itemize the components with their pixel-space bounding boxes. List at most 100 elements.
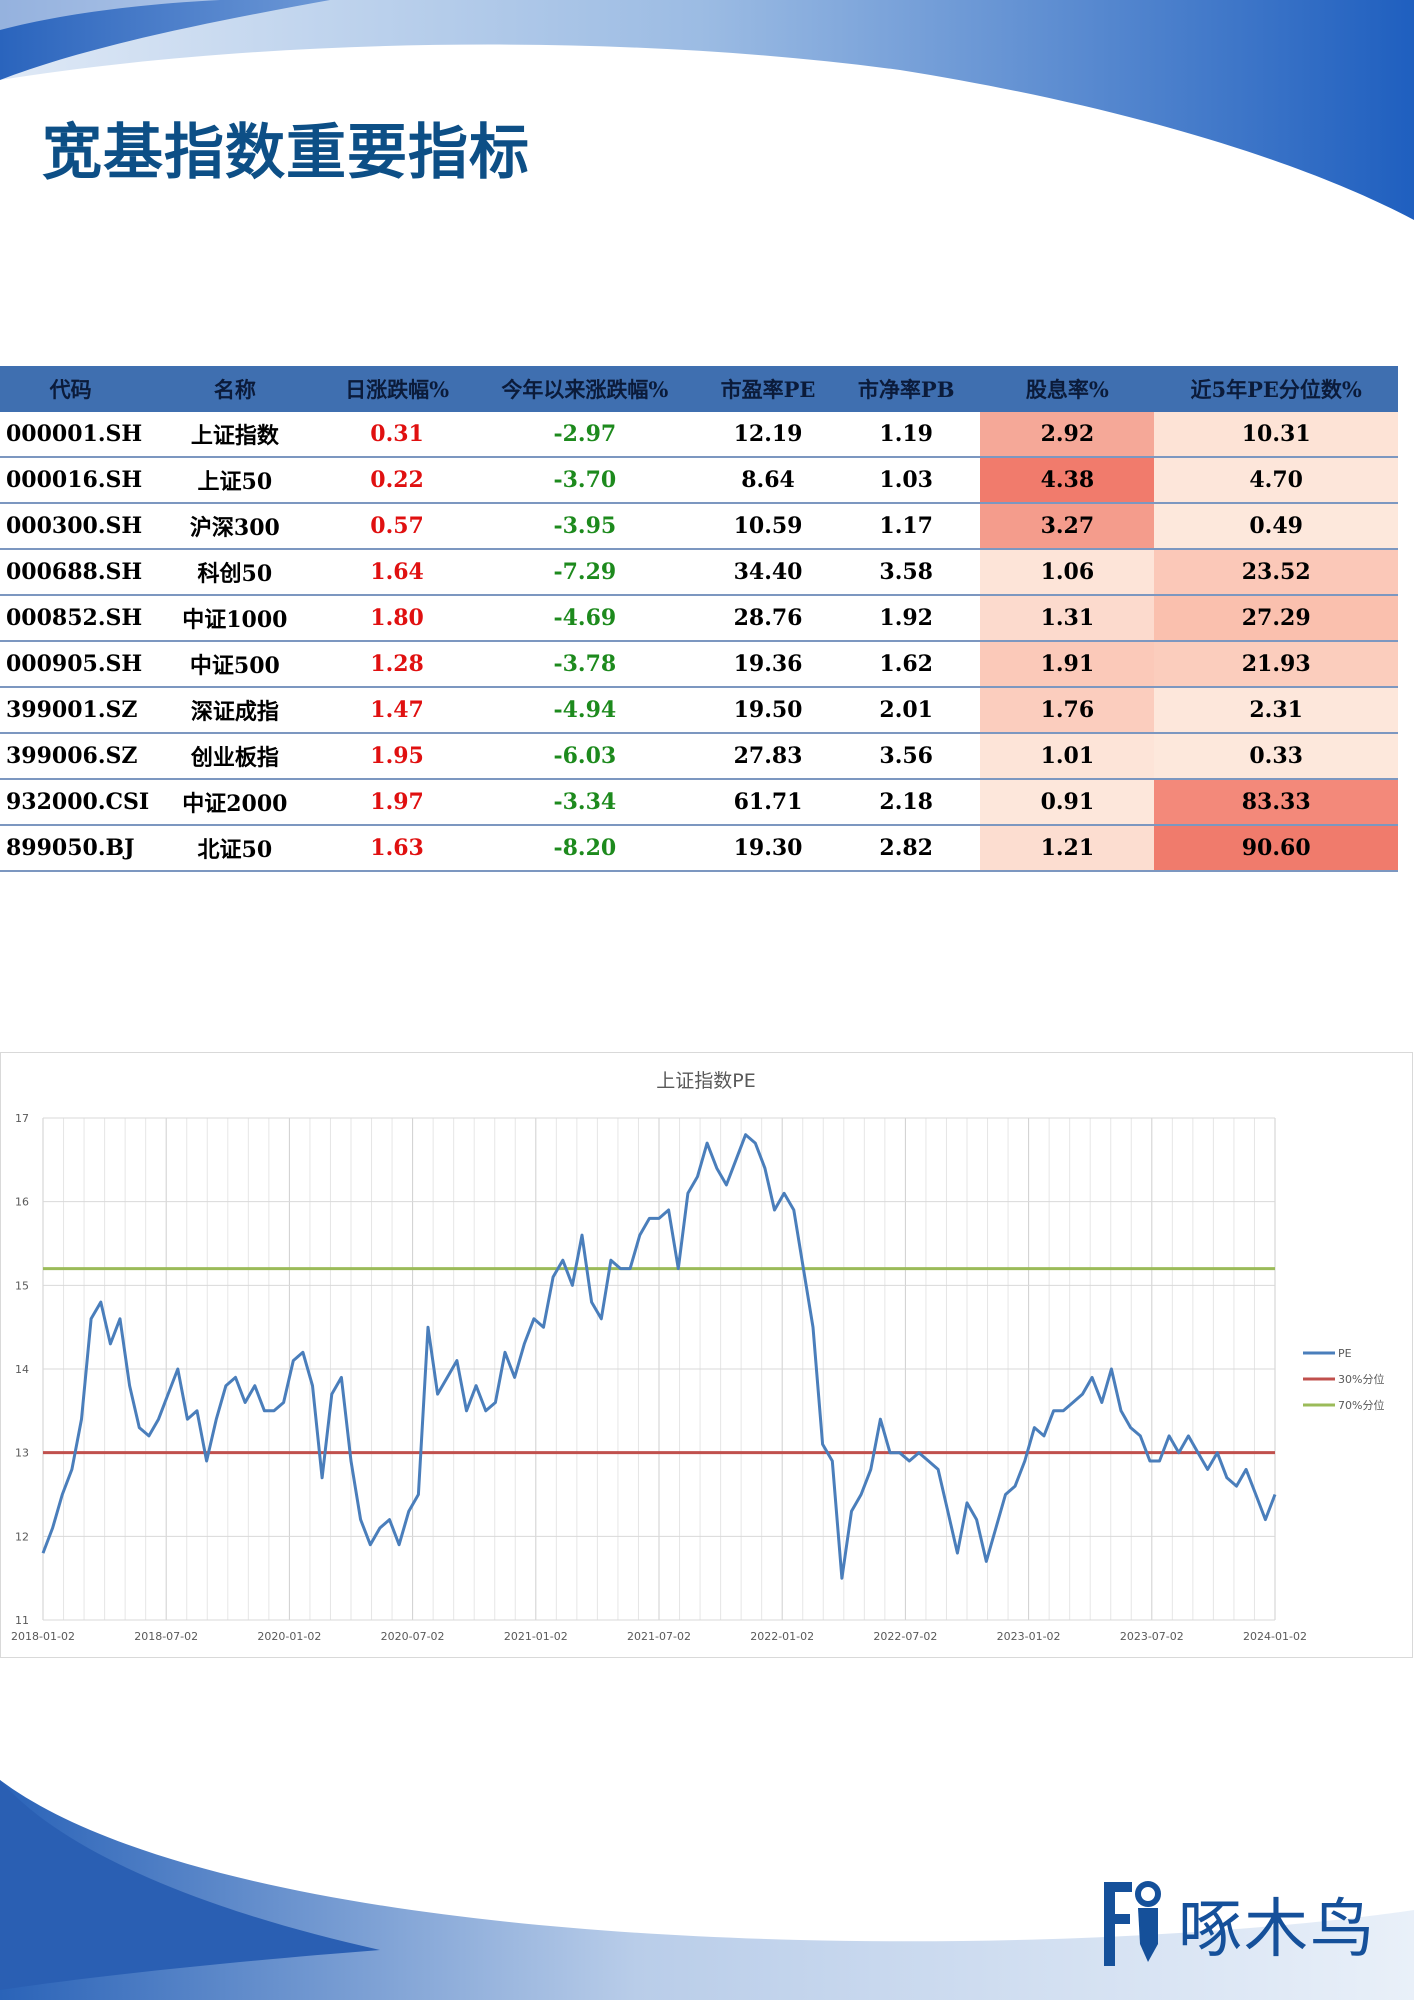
cell-dividend: 3.27 (980, 503, 1155, 550)
col-header-ytd: 今年以来涨跌幅% (465, 366, 705, 412)
cell-daily: 1.63 (328, 825, 466, 872)
table-row: 000300.SH 沪深300 0.57 -3.95 10.59 1.17 3.27 0.49 (0, 503, 1398, 550)
cell-pe: 28.76 (704, 595, 832, 642)
cell-ytd: -8.20 (465, 825, 705, 872)
cell-code: 000688.SH (0, 549, 142, 596)
cell-name: 深证成指 (141, 687, 329, 734)
cell-pe-percentile: 10.31 (1154, 412, 1398, 458)
cell-name: 中证500 (141, 641, 329, 688)
cell-pe: 8.64 (704, 457, 832, 504)
cell-pb: 2.18 (832, 779, 981, 826)
cell-pe: 34.40 (704, 549, 832, 596)
cell-pe-percentile: 21.93 (1154, 641, 1398, 688)
cell-name: 沪深300 (141, 503, 329, 550)
cell-pe-percentile: 4.70 (1154, 457, 1398, 504)
col-header-pe: 市盈率PE (704, 366, 832, 412)
cell-code: 000016.SH (0, 457, 142, 504)
cell-pe: 19.50 (704, 687, 832, 734)
col-header-name: 名称 (141, 366, 329, 412)
x-tick-label: 2018-07-02 (134, 1630, 198, 1643)
cell-ytd: -3.78 (465, 641, 705, 688)
cell-daily: 0.31 (328, 412, 466, 458)
x-tick-label: 2024-01-02 (1243, 1630, 1307, 1643)
y-tick-label: 15 (15, 1279, 29, 1292)
cell-ytd: -3.70 (465, 457, 705, 504)
cell-daily: 1.28 (328, 641, 466, 688)
cell-dividend: 1.91 (980, 641, 1155, 688)
index-metrics-table: 代码 名称 日涨跌幅% 今年以来涨跌幅% 市盈率PE 市净率PB 股息率% 近5… (0, 366, 1398, 872)
x-tick-label: 2021-07-02 (627, 1630, 691, 1643)
table-row: 399001.SZ 深证成指 1.47 -4.94 19.50 2.01 1.76 2.31 (0, 687, 1398, 734)
table-row: 000852.SH 中证1000 1.80 -4.69 28.76 1.92 1.31 27.… (0, 595, 1398, 642)
cell-dividend: 1.06 (980, 549, 1155, 596)
brand-logo: 啄木鸟 (1098, 1874, 1376, 1974)
cell-dividend: 1.76 (980, 687, 1155, 734)
col-header-pe-percentile: 近5年PE分位数% (1154, 366, 1398, 412)
col-header-dividend: 股息率% (980, 366, 1155, 412)
cell-pe-percentile: 23.52 (1154, 549, 1398, 596)
cell-name: 科创50 (141, 549, 329, 596)
table-row: 899050.BJ 北证50 1.63 -8.20 19.30 2.82 1.21 90.60 (0, 825, 1398, 872)
cell-code: 000001.SH (0, 412, 142, 458)
cell-name: 上证指数 (141, 412, 329, 458)
y-tick-label: 17 (15, 1112, 29, 1125)
chart-title: 上证指数PE (656, 1070, 755, 1092)
cell-dividend: 1.01 (980, 733, 1155, 780)
pe-chart-svg: 上证指数PE 11 12 13 14 15 16 17 2018-01-02 2018-07-… (11, 1070, 1384, 1643)
cell-code: 399006.SZ (0, 733, 142, 780)
y-tick-label: 14 (15, 1363, 29, 1376)
cell-dividend: 4.38 (980, 457, 1155, 504)
brand-name: 啄木鸟 (1178, 1893, 1376, 1967)
cell-daily: 1.97 (328, 779, 466, 826)
cell-name: 中证2000 (141, 779, 329, 826)
cell-daily: 1.80 (328, 595, 466, 642)
pe-series-line (41, 1133, 1277, 1580)
cell-pb: 1.03 (832, 457, 981, 504)
cell-ytd: -4.69 (465, 595, 705, 642)
legend-label: 70%分位 (1338, 1398, 1384, 1412)
cell-pb: 1.19 (832, 412, 981, 458)
page-title: 宽基指数重要指标 (42, 118, 530, 188)
cell-pe: 27.83 (704, 733, 832, 780)
legend-label: 30%分位 (1338, 1372, 1384, 1386)
cell-code: 899050.BJ (0, 825, 142, 872)
pe-chart: 上证指数PE 11 12 13 14 15 16 17 2018-01-02 2018-07-… (0, 1052, 1413, 1658)
cell-daily: 0.57 (328, 503, 466, 550)
cell-name: 北证50 (141, 825, 329, 872)
y-tick-label: 16 (15, 1196, 29, 1209)
x-tick-label: 2023-07-02 (1120, 1630, 1184, 1643)
x-tick-label: 2020-01-02 (257, 1630, 321, 1643)
x-tick-label: 2023-01-02 (997, 1630, 1061, 1643)
cell-ytd: -4.94 (465, 687, 705, 734)
cell-name: 创业板指 (141, 733, 329, 780)
col-header-daily: 日涨跌幅% (328, 366, 466, 412)
table-row: 000688.SH 科创50 1.64 -7.29 34.40 3.58 1.06 23.52 (0, 549, 1398, 596)
table-row: 000016.SH 上证50 0.22 -3.70 8.64 1.03 4.38 4.70 (0, 457, 1398, 504)
cell-pe-percentile: 0.49 (1154, 503, 1398, 550)
cell-dividend: 2.92 (980, 412, 1155, 458)
cell-pb: 2.82 (832, 825, 981, 872)
table-row: 932000.CSI 中证2000 1.97 -3.34 61.71 2.18 0.91 83… (0, 779, 1398, 826)
cell-daily: 1.47 (328, 687, 466, 734)
cell-ytd: -3.34 (465, 779, 705, 826)
table-row: 000001.SH 上证指数 0.31 -2.97 12.19 1.19 2.92 10.31 (0, 412, 1398, 458)
woodpecker-logo-icon (1104, 1881, 1161, 1966)
cell-pb: 3.58 (832, 549, 981, 596)
cell-pe-percentile: 90.60 (1154, 825, 1398, 872)
cell-code: 000852.SH (0, 595, 142, 642)
cell-pe-percentile: 0.33 (1154, 733, 1398, 780)
cell-name: 上证50 (141, 457, 329, 504)
cell-pe-percentile: 2.31 (1154, 687, 1398, 734)
x-tick-label: 2021-01-02 (504, 1630, 568, 1643)
table-row: 399006.SZ 创业板指 1.95 -6.03 27.83 3.56 1.01 0.33 (0, 733, 1398, 780)
cell-pb: 2.01 (832, 687, 981, 734)
y-tick-label: 12 (15, 1530, 29, 1543)
table-row: 000905.SH 中证500 1.28 -3.78 19.36 1.62 1.91 21.9… (0, 641, 1398, 688)
cell-daily: 1.95 (328, 733, 466, 780)
cell-ytd: -6.03 (465, 733, 705, 780)
cell-dividend: 1.21 (980, 825, 1155, 872)
legend-label: PE (1338, 1347, 1352, 1360)
x-tick-label: 2020-07-02 (381, 1630, 445, 1643)
x-tick-label: 2022-01-02 (750, 1630, 814, 1643)
cell-pe: 10.59 (704, 503, 832, 550)
